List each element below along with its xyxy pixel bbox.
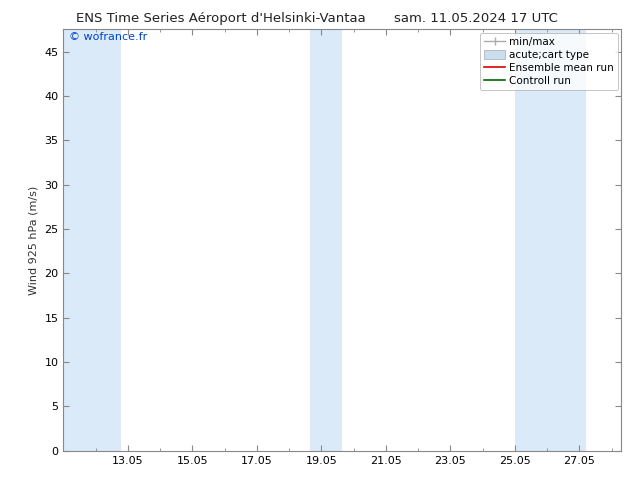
Bar bbox=[515, 29, 586, 451]
Legend: min/max, acute;cart type, Ensemble mean run, Controll run: min/max, acute;cart type, Ensemble mean … bbox=[480, 32, 618, 90]
Text: sam. 11.05.2024 17 UTC: sam. 11.05.2024 17 UTC bbox=[394, 12, 558, 25]
Text: © wofrance.fr: © wofrance.fr bbox=[69, 31, 147, 42]
Text: ENS Time Series Aéroport d'Helsinki-Vantaa: ENS Time Series Aéroport d'Helsinki-Vant… bbox=[76, 12, 366, 25]
Bar bbox=[63, 29, 122, 451]
Bar bbox=[310, 29, 342, 451]
Y-axis label: Wind 925 hPa (m/s): Wind 925 hPa (m/s) bbox=[29, 186, 39, 294]
